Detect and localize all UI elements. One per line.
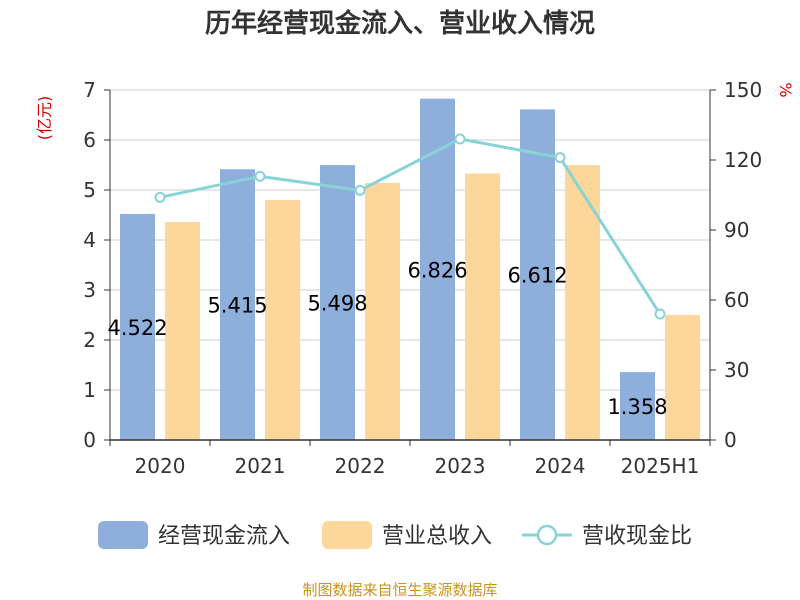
right-tick-label: 60 (724, 288, 749, 312)
right-tick-label: 150 (724, 78, 762, 102)
line-point (254, 170, 266, 182)
x-tick-label: 2022 (335, 454, 386, 478)
line-path (159, 137, 662, 315)
bars (120, 98, 700, 441)
x-tick-label: 2025H1 (621, 454, 700, 478)
bar (520, 109, 555, 441)
right-axis-unit: % (776, 82, 795, 97)
bar (265, 200, 300, 440)
left-tick-label: 2 (83, 328, 96, 352)
right-tick-label: 0 (724, 428, 737, 452)
legend-swatch (322, 521, 372, 549)
axes: 0 1 2 3 4 5 6 7 0 30 60 90 120 150 2020 2021 2022 2023 202… (83, 78, 762, 478)
bar (620, 372, 655, 440)
line-point (554, 152, 566, 164)
legend-label: 营收现金比 (582, 524, 692, 549)
data-label: 1.358 (607, 395, 667, 419)
left-tick-label: 5 (83, 178, 96, 202)
right-tick-label: 90 (724, 218, 749, 242)
line-point (454, 133, 466, 145)
line-point (354, 184, 366, 196)
line-point (654, 308, 666, 320)
legend-marker (536, 524, 558, 546)
right-tick-label: 30 (724, 358, 749, 382)
bar (465, 173, 500, 440)
left-tick-label: 0 (83, 428, 96, 452)
bar (665, 315, 700, 440)
legend-label: 经营现金流入 (158, 524, 290, 549)
left-tick-label: 1 (83, 378, 96, 402)
right-tick-label: 120 (724, 148, 762, 172)
bar (565, 165, 600, 440)
source-note: 制图数据来自恒生聚源数据库 (302, 581, 497, 599)
x-tick-label: 2024 (535, 454, 586, 478)
legend-label: 营业总收入 (382, 524, 492, 549)
data-label: 6.612 (507, 264, 567, 288)
left-tick-label: 6 (83, 128, 96, 152)
bar (320, 165, 355, 440)
left-axis-unit: (亿元) (35, 96, 54, 141)
x-tick-label: 2021 (235, 454, 286, 478)
chart-title: 历年经营现金流入、营业收入情况 (205, 8, 595, 39)
x-tick-label: 2020 (135, 454, 186, 478)
bar (365, 183, 400, 440)
line-series (154, 133, 666, 320)
left-tick-label: 3 (83, 278, 96, 302)
x-tick-label: 2023 (435, 454, 486, 478)
line-point (154, 191, 166, 203)
data-labels: 4.522 5.415 5.498 6.826 6.612 1.358 (107, 258, 667, 419)
bar (220, 169, 255, 440)
legend: 经营现金流入 营业总收入 营收现金比 (98, 521, 692, 549)
bar (165, 222, 200, 440)
data-label: 4.522 (107, 316, 167, 340)
data-label: 6.826 (407, 258, 467, 282)
data-label: 5.415 (207, 294, 267, 318)
legend-swatch (98, 521, 148, 549)
left-tick-label: 4 (83, 228, 96, 252)
grid-lines (110, 89, 710, 391)
left-tick-label: 7 (83, 78, 96, 102)
bar (120, 213, 155, 440)
data-label: 5.498 (307, 292, 367, 316)
